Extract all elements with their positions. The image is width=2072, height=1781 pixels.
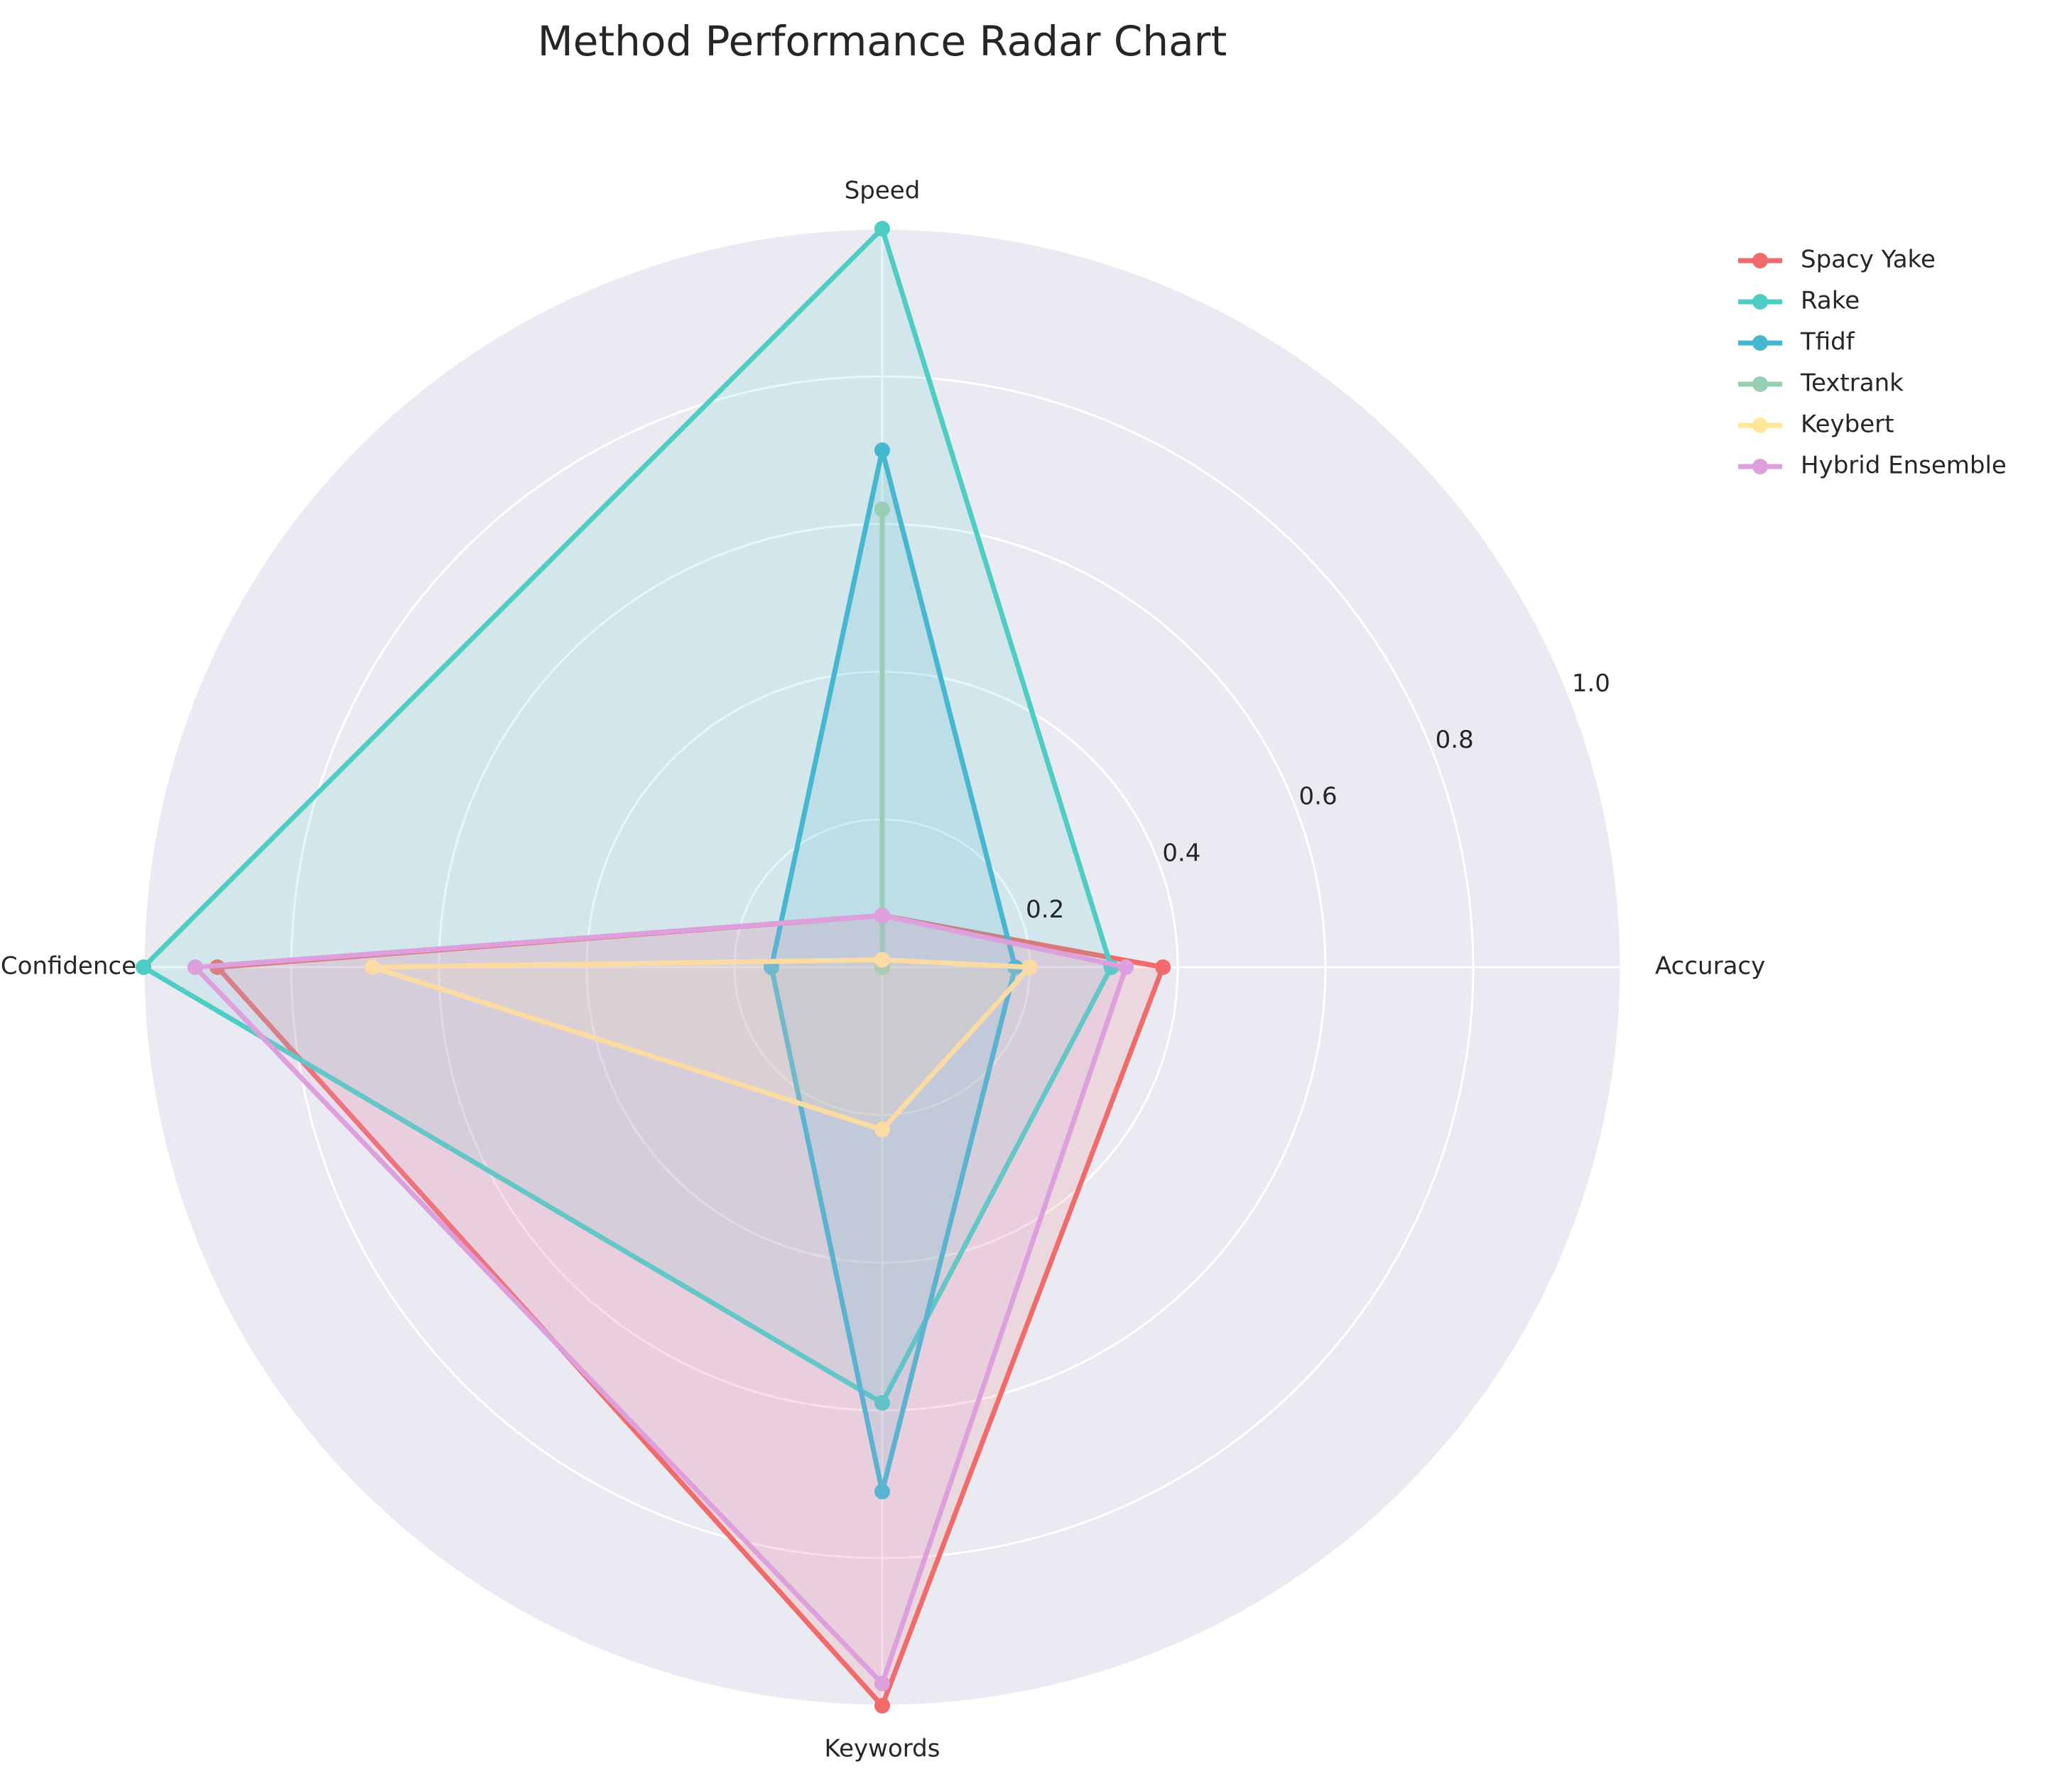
axis-label-confidence: Confidence <box>1 952 136 981</box>
point-textrank-speed <box>874 501 890 518</box>
axis-label-speed: Speed <box>845 177 921 205</box>
legend-label-keybert: Keybert <box>1801 410 1894 439</box>
legend-swatch-marker-rake <box>1752 294 1768 310</box>
series-fill-tfidf <box>771 450 1016 1492</box>
series-fill-hybrid-ensemble <box>195 915 1127 1684</box>
axis-label-accuracy: Accuracy <box>1655 952 1765 981</box>
point-spacy-yake-accuracy <box>1155 959 1171 975</box>
legend-swatch-marker-textrank <box>1752 376 1768 392</box>
legend-label-tfidf: Tfidf <box>1800 328 1855 356</box>
r-tick-label-1: 0.4 <box>1162 839 1200 867</box>
r-tick-label-4: 1.0 <box>1572 670 1610 698</box>
r-tick-label-2: 0.6 <box>1299 783 1338 811</box>
legend-label-spacy-yake: Spacy Yake <box>1801 246 1936 274</box>
plot-area: 0.2 0.4 0.6 0.8 1.0 Accuracy Speed Confidence Ke… <box>1 177 1765 1763</box>
legend-label-hybrid-ensemble: Hybrid Ensemble <box>1801 452 2007 480</box>
point-tfidf-keywords <box>874 1483 890 1500</box>
point-hybrid-ensemble-confidence <box>187 959 203 975</box>
point-hybrid-ensemble-speed <box>874 908 890 924</box>
legend-swatch-marker-keybert <box>1752 418 1768 433</box>
point-hybrid-ensemble-keywords <box>874 1675 890 1692</box>
legend-swatch-marker-spacy-yake <box>1752 253 1768 268</box>
legend-label-textrank: Textrank <box>1800 369 1904 398</box>
point-keybert-confidence <box>364 959 381 975</box>
point-hybrid-ensemble-accuracy <box>1118 959 1134 975</box>
legend-label-rake: Rake <box>1801 287 1860 315</box>
chart-title: Method Performance Radar Chart <box>538 17 1227 65</box>
series-fill-spacy-yake <box>217 915 1164 1706</box>
point-keybert-keywords <box>874 1121 890 1138</box>
legend: Spacy Yake Rake Tfidf Textrank Keybert Hybrid… <box>1738 246 2007 480</box>
point-keybert-speed <box>874 952 890 968</box>
point-rake-speed <box>874 221 890 236</box>
point-rake-confidence <box>136 959 151 975</box>
point-tfidf-speed <box>874 442 890 458</box>
r-tick-label-0: 0.2 <box>1026 895 1064 924</box>
axis-label-keywords: Keywords <box>825 1735 940 1763</box>
series-fill-keybert <box>372 959 1030 1130</box>
legend-swatch-marker-hybrid-ensemble <box>1752 459 1768 474</box>
point-spacy-yake-keywords <box>874 1698 890 1714</box>
r-tick-label-3: 0.8 <box>1436 726 1474 754</box>
point-rake-keywords <box>874 1395 890 1411</box>
point-keybert-accuracy <box>1022 959 1038 975</box>
legend-swatch-marker-tfidf <box>1752 335 1768 351</box>
